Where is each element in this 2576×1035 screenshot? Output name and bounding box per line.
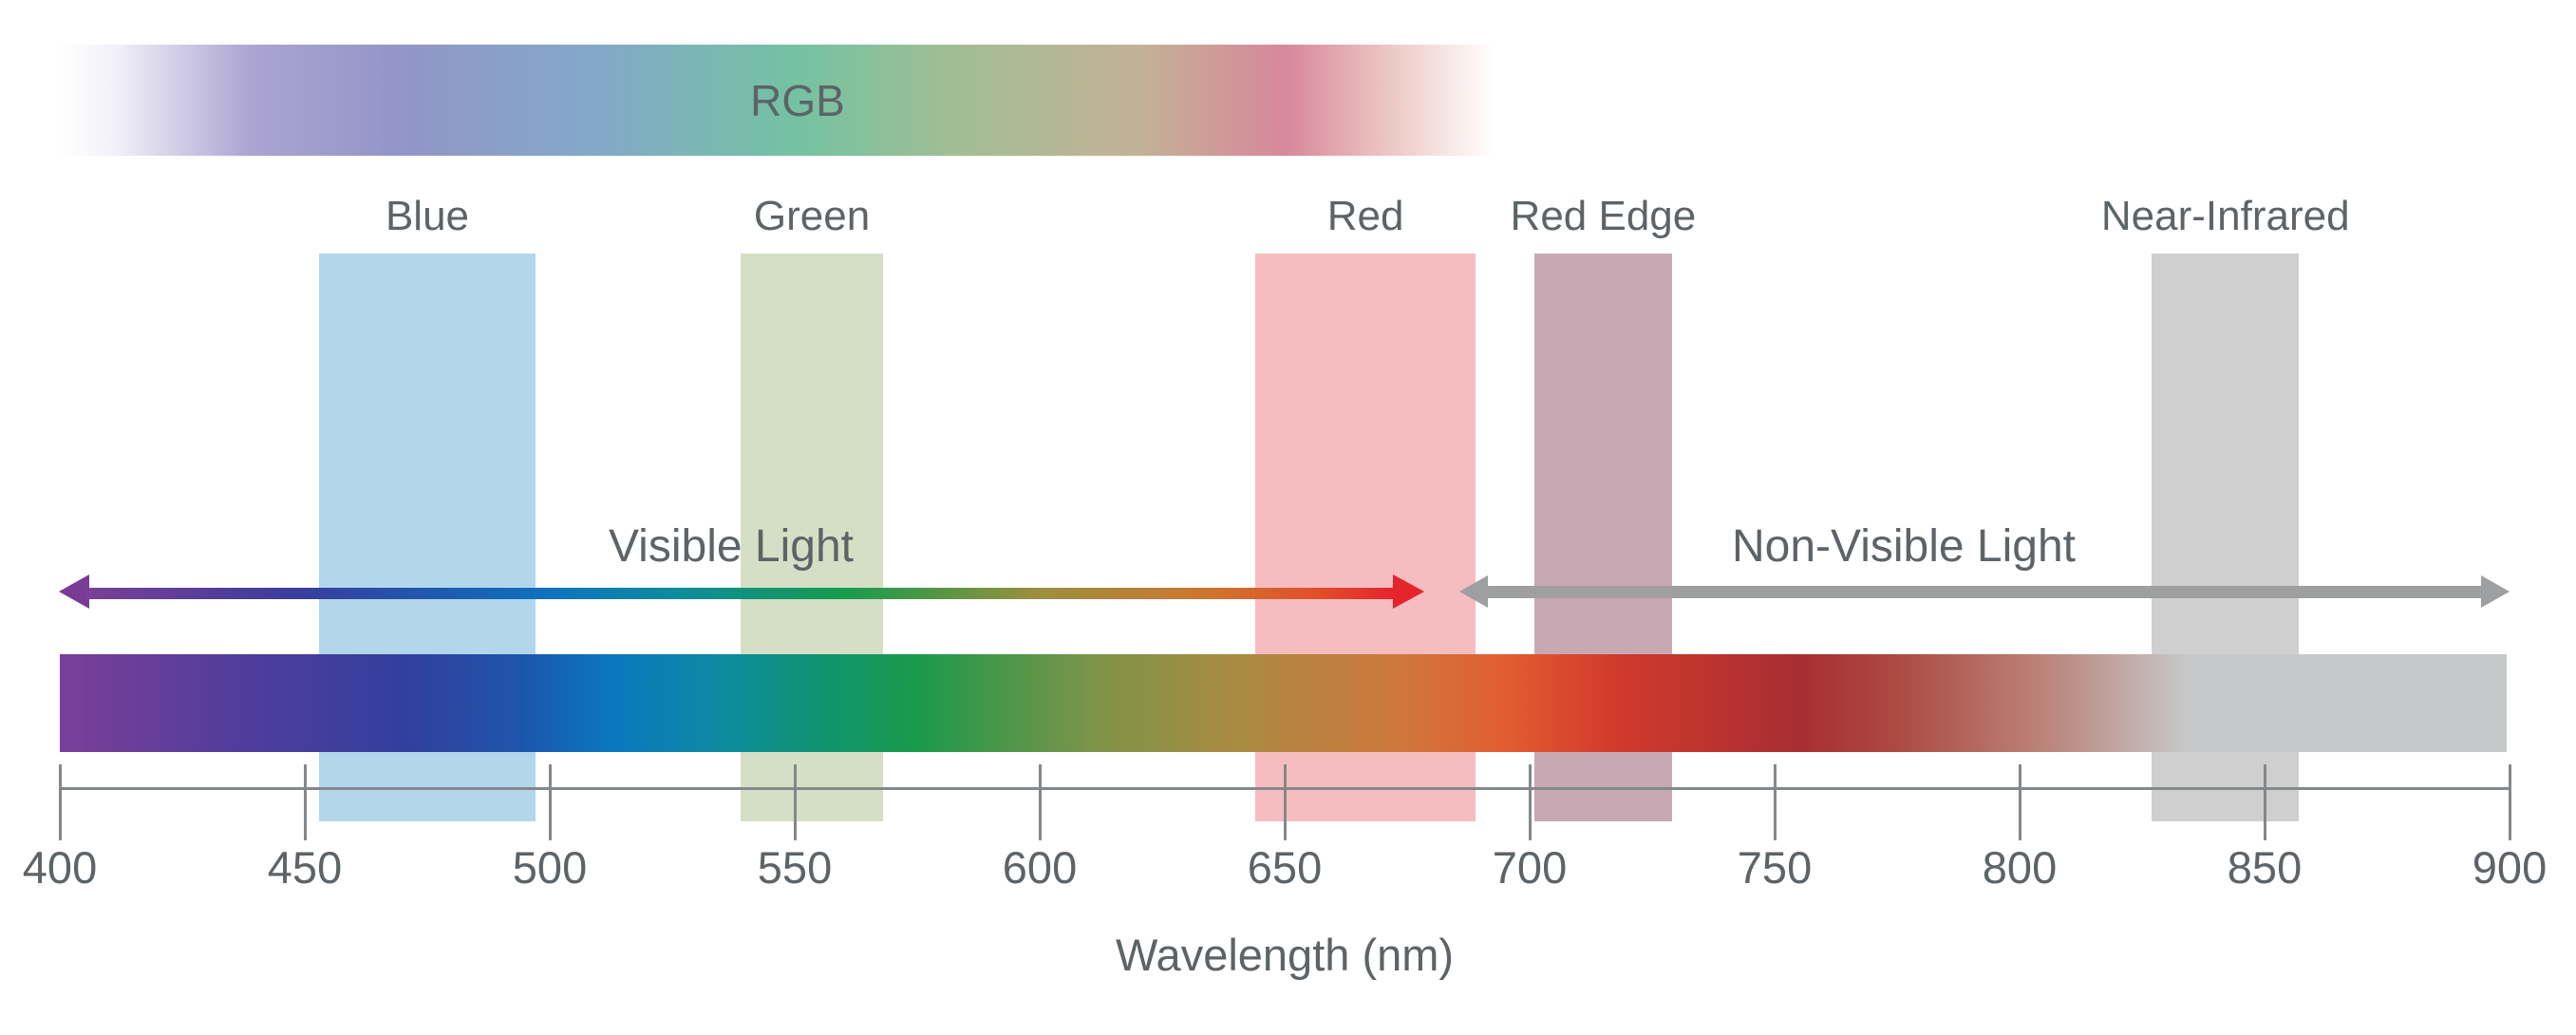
non-visible-light-arrow-line [1486,586,2483,598]
band-label-red: Red [1326,193,1404,239]
visible-arrow-left-head-icon [59,574,89,609]
visible-arrow-right-head-icon [1393,574,1424,609]
axis-tick-550 [793,764,797,840]
axis-tick-label-650: 650 [1247,842,1323,893]
axis-tick-label-600: 600 [1002,842,1078,893]
axis-tick-900 [2508,764,2511,840]
axis-tick-750 [1773,764,1777,840]
band-label-near-infrared: Near-Infrared [2100,193,2350,239]
axis-tick-label-750: 750 [1737,842,1813,893]
axis-tick-label-700: 700 [1492,842,1568,893]
axis-tick-label-800: 800 [1982,842,2058,893]
rgb-strip-label: RGB [750,76,845,125]
axis-tick-850 [2263,764,2266,840]
non-visible-arrow-right-head-icon [2481,575,2510,608]
visible-light-arrow-line [85,588,1393,599]
axis-tick-800 [2018,764,2021,840]
axis-tick-label-850: 850 [2227,842,2303,893]
axis-tick-650 [1283,764,1287,840]
non-visible-light-label: Non-Visible Light [1732,521,2076,572]
non-visible-arrow-left-head-icon [1459,575,1488,608]
spectrum-bar [60,654,2507,752]
axis-tick-label-450: 450 [267,842,343,893]
wavelength-axis-title: Wavelength (nm) [1115,930,1455,980]
axis-tick-label-900: 900 [2472,842,2548,893]
axis-tick-450 [303,764,307,840]
band-label-blue: Blue [385,193,470,239]
band-label-red-edge: Red Edge [1510,193,1697,239]
axis-tick-700 [1528,764,1532,840]
axis-tick-600 [1038,764,1042,840]
axis-tick-500 [548,764,552,840]
axis-tick-label-550: 550 [757,842,833,893]
visible-light-label: Visible Light [609,521,854,572]
band-label-green: Green [753,193,871,239]
axis-tick-label-400: 400 [22,842,98,893]
axis-tick-label-500: 500 [512,842,588,893]
axis-tick-400 [58,764,62,840]
rgb-gradient-strip [57,45,1538,156]
